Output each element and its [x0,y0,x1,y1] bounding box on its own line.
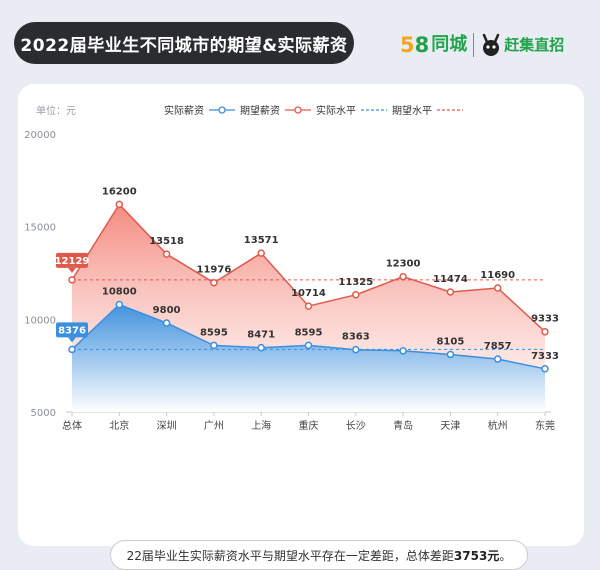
expected-salary-label: 13518 [149,236,184,247]
legend-label: 实际水平 [316,104,356,117]
legend-marker [218,106,226,114]
actual-salary-point [162,319,171,327]
actual-salary-label: 7333 [531,351,559,362]
actual-salary-point [399,347,407,355]
expected-level-value: 12129 [55,256,90,267]
x-tick-label: 广州 [204,420,224,432]
actual-salary-point [541,365,549,373]
actual-salary-label: 8595 [200,327,228,338]
actual-salary-point [257,343,265,352]
actual-salary-point [210,341,218,350]
expected-salary-point [446,288,455,296]
actual-salary-label: 9800 [153,305,181,316]
x-tick-label: 天津 [440,420,460,432]
y-tick-label: 20000 [24,130,56,141]
expected-salary-label: 9333 [531,314,559,325]
y-tick-label: 15000 [24,223,56,234]
brand-ganji: 赶集直招 [504,36,565,54]
actual-salary-point [446,350,455,359]
x-tick-label: 北京 [109,419,129,432]
summary-note: 22届毕业生实际薪资水平与期望水平存在一定差距，总体差距 3753元。 [110,540,528,570]
summary-end: 。 [499,548,512,563]
expected-salary-label: 11690 [480,270,515,281]
actual-salary-label: 8595 [295,327,323,338]
expected-salary-label: 12300 [386,259,421,270]
salary-line-chart: 单位：元 5000 10000 15000 20000 16200 13518 11976 13… [24,104,559,432]
x-tick-label: 总体 [62,419,82,432]
expected-salary-point [68,276,76,284]
brand-divider [473,33,475,57]
expected-salary-point [162,250,171,258]
actual-level-tag-pointer [68,337,76,343]
donkey-mascot-icon [483,33,500,56]
x-tick-label: 深圳 [157,420,177,432]
expected-salary-label: 16200 [102,186,137,197]
unit-label: 单位：元 [36,104,76,117]
brand-area: 58 同城 赶集直招 [400,32,564,58]
expected-salary-point [115,200,124,209]
page-title: 2022届毕业生不同城市的期望&实际薪资 [14,22,354,64]
actual-area [72,304,545,412]
x-tick-label: 东莞 [535,419,555,432]
expected-salary-point [352,291,360,299]
expected-salary-point [541,327,549,336]
actual-salary-label: 8471 [247,330,275,341]
expected-salary-point [493,284,502,292]
actual-level-value: 8376 [58,325,86,336]
actual-salary-label: 10800 [102,287,137,298]
expected-salary-label: 11474 [433,274,468,285]
x-tick-label: 上海 [251,419,271,432]
summary-gap-value: 3753元 [453,548,500,563]
expected-salary-label: 13571 [244,235,279,246]
y-tick-label: 5000 [31,408,56,419]
expected-salary-label: 10714 [291,288,326,299]
brand-58-logo: 58 [400,33,430,57]
expected-salary-point [399,272,407,281]
actual-level-tag [56,322,88,338]
legend-label: 实际薪资 [164,104,204,117]
legend-marker [294,106,302,114]
expected-salary-label: 11325 [338,277,373,288]
actual-salary-point [352,345,360,354]
x-tick-label: 重庆 [299,419,319,432]
brand-tongcheng: 同城 [431,34,468,55]
expected-salary-point [210,278,218,287]
actual-salary-label: 7857 [484,341,512,352]
expected-level-tag [56,252,88,268]
summary-text: 22届毕业生实际薪资水平与期望水平存在一定差距，总体差距 [126,548,454,563]
y-tick-label: 10000 [24,315,56,326]
expected-level-tag-pointer [68,267,76,273]
actual-salary-point [304,341,313,350]
expected-salary-point [257,249,265,257]
actual-salary-point [493,355,502,363]
legend-label: 期望水平 [392,104,432,117]
x-tick-label: 长沙 [346,420,366,432]
actual-salary-label: 8105 [436,336,464,347]
actual-salary-label: 8363 [342,332,370,343]
chart-card: 单位：元 5000 10000 15000 20000 16200 13518 11976 13… [18,84,584,570]
legend-label: 期望薪资 [240,104,280,117]
actual-salary-point [68,345,76,354]
actual-salary-point [115,300,124,309]
expected-salary-point [304,302,313,310]
x-tick-label: 青岛 [393,419,413,432]
expected-salary-label: 11976 [197,265,232,276]
x-tick-label: 杭州 [488,419,508,432]
